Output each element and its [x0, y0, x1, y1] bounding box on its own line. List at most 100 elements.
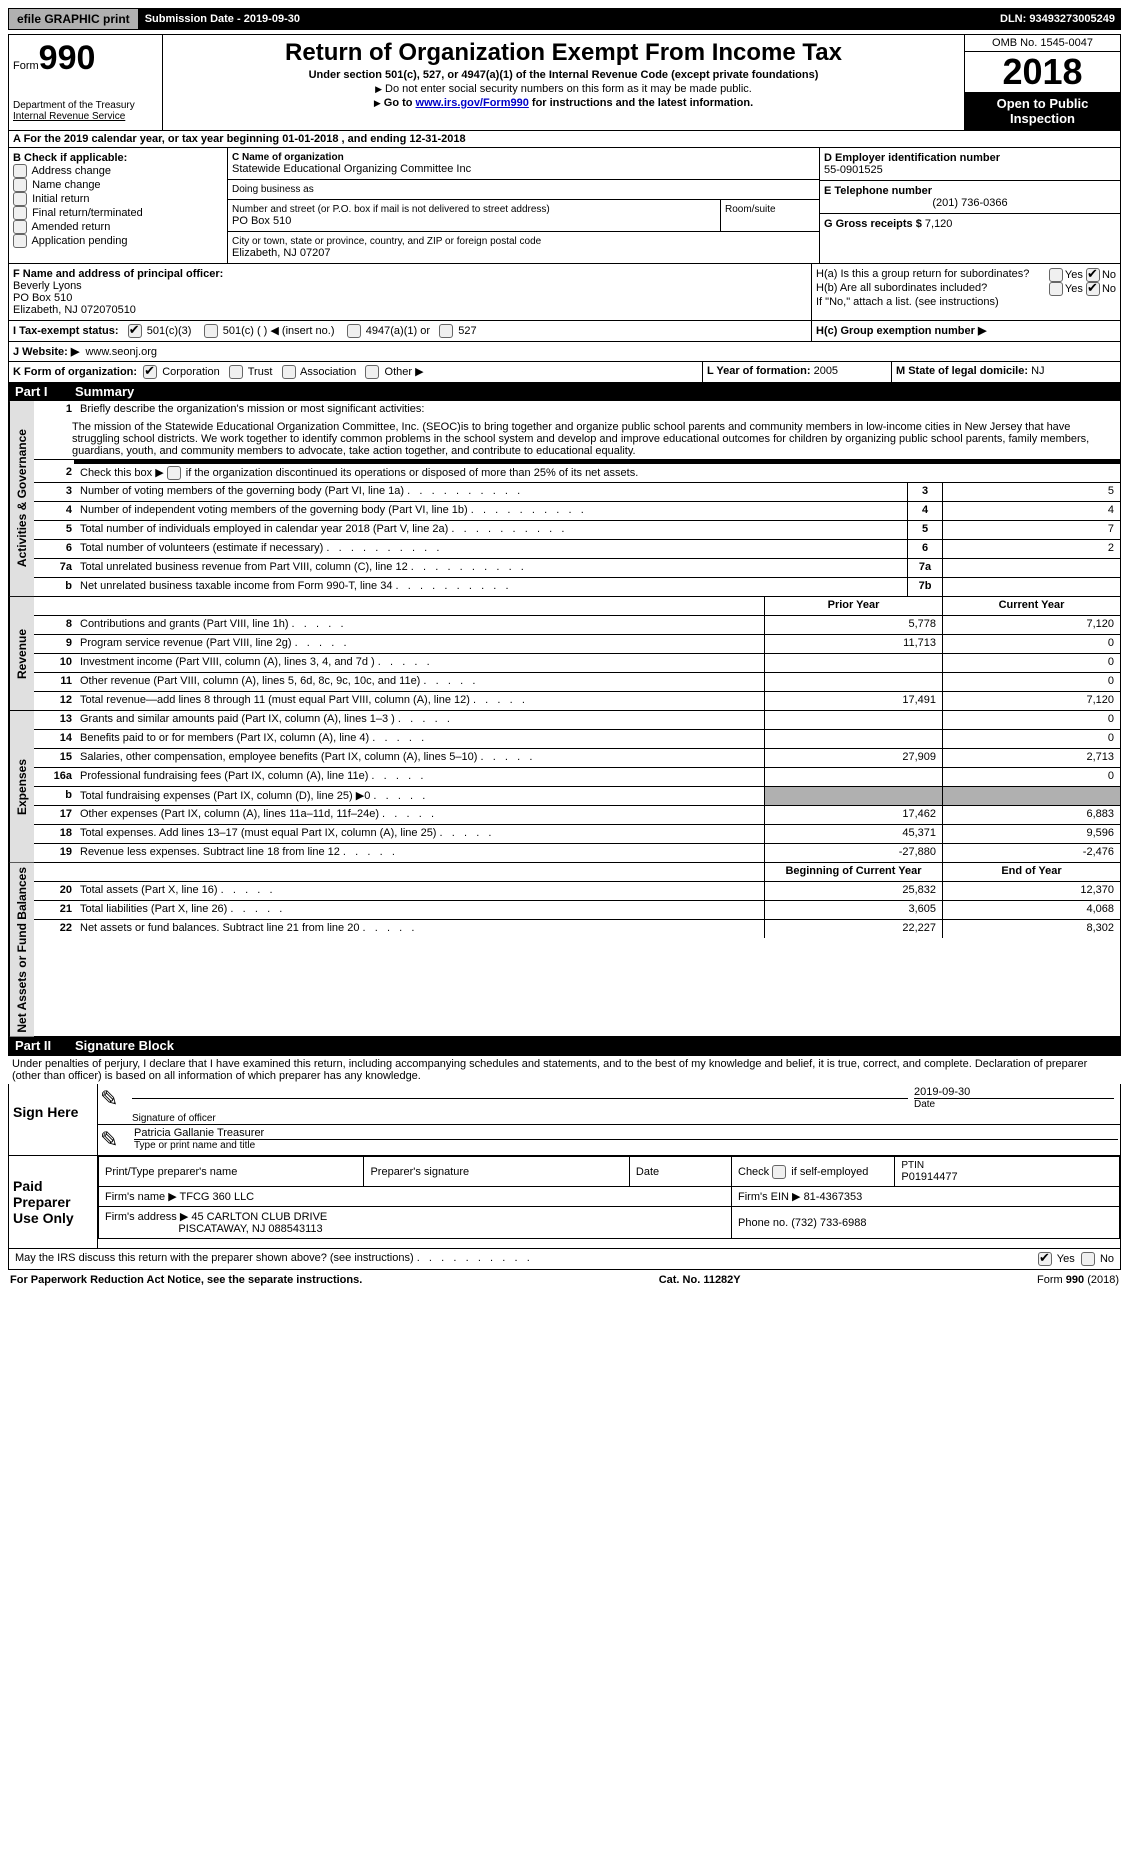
street-val: PO Box 510: [232, 215, 716, 227]
row-box: 3: [907, 483, 942, 501]
cb-self-employed[interactable]: [772, 1165, 786, 1179]
row-j: J Website: ▶ www.seonj.org: [9, 342, 1120, 362]
cb-trust[interactable]: [229, 365, 243, 379]
top-bar: efile GRAPHIC print Submission Date - 20…: [8, 8, 1121, 30]
opt-hint: ◀ (insert no.): [270, 325, 334, 337]
opt-501c3: 501(c)(3): [147, 325, 192, 337]
form-subtitle: Under section 501(c), 527, or 4947(a)(1)…: [171, 69, 956, 81]
k-label: K Form of organization:: [13, 366, 137, 378]
checkbox-amended[interactable]: [13, 220, 27, 234]
perjury-text: Under penalties of perjury, I declare th…: [8, 1056, 1121, 1084]
row-text: Grants and similar amounts paid (Part IX…: [76, 711, 764, 729]
omb-number: OMB No. 1545-0047: [965, 35, 1120, 52]
side-net: Net Assets or Fund Balances: [9, 863, 34, 1037]
self-emp-text: Check: [738, 1166, 772, 1178]
row-i: I Tax-exempt status: 501(c)(3) 501(c) ( …: [9, 321, 1120, 342]
phone-val: (201) 736-0366: [824, 197, 1116, 209]
checkbox-initial-return[interactable]: [13, 192, 27, 206]
col-end: End of Year: [942, 863, 1120, 881]
header-right: OMB No. 1545-0047 2018 Open to Public In…: [964, 35, 1120, 130]
row-text: Total unrelated business revenue from Pa…: [76, 559, 907, 577]
row-prior: 45,371: [764, 825, 942, 843]
section-revenue: Revenue Prior Year Current Year 8 Contri…: [9, 597, 1120, 711]
checkbox-name-change[interactable]: [13, 178, 27, 192]
phone-label: E Telephone number: [824, 185, 1116, 197]
row-num: b: [34, 787, 76, 805]
footer: For Paperwork Reduction Act Notice, see …: [8, 1270, 1121, 1286]
l-val: 2005: [814, 365, 838, 377]
room-suite-label: Room/suite: [721, 200, 819, 231]
gross-val: 7,120: [925, 218, 953, 230]
cb-discontinued[interactable]: [167, 466, 181, 480]
opt-4947: 4947(a)(1) or: [366, 325, 430, 337]
row-text: Total number of volunteers (estimate if …: [76, 540, 907, 558]
efile-print-button[interactable]: efile GRAPHIC print: [8, 8, 139, 30]
open-to-public: Open to Public Inspection: [965, 92, 1120, 130]
gross-label: G Gross receipts $: [824, 218, 922, 230]
row-current: 0: [942, 711, 1120, 729]
checkbox-address-change[interactable]: [13, 164, 27, 178]
cb-label-5: Application pending: [31, 235, 127, 247]
row-num: 12: [34, 692, 76, 710]
website-val: www.seonj.org: [85, 346, 157, 358]
prep-phone-label: Phone no.: [738, 1217, 788, 1229]
row-text: Net assets or fund balances. Subtract li…: [76, 920, 764, 938]
box-f: F Name and address of principal officer:…: [9, 264, 812, 320]
cb-corp[interactable]: [143, 365, 157, 379]
form-number: 990: [39, 39, 96, 77]
cb-label-2: Initial return: [32, 193, 89, 205]
prep-sig-label: Preparer's signature: [364, 1157, 629, 1187]
instructions-link[interactable]: www.irs.gov/Form990: [416, 97, 529, 109]
row-prior: -27,880: [764, 844, 942, 862]
firm-addr2: PISCATAWAY, NJ 088543113: [178, 1223, 322, 1235]
col-prior: Prior Year: [764, 597, 942, 615]
l2-text: Check this box ▶: [80, 467, 167, 479]
row-prior: 5,778: [764, 616, 942, 634]
officer-name-title: Patricia Gallanie Treasurer: [134, 1127, 1118, 1140]
hb-yes[interactable]: [1049, 282, 1063, 296]
row-num: 4: [34, 502, 76, 520]
officer-name: Beverly Lyons: [13, 280, 807, 292]
box-h: H(a) Is this a group return for subordin…: [812, 264, 1120, 320]
row-text: Benefits paid to or for members (Part IX…: [76, 730, 764, 748]
row-current: 2,713: [942, 749, 1120, 767]
yes-1: Yes: [1065, 269, 1083, 281]
section-governance: Activities & Governance 1 Briefly descri…: [9, 401, 1120, 597]
cb-527[interactable]: [439, 324, 453, 338]
side-governance: Activities & Governance: [9, 401, 34, 596]
row-text: Revenue less expenses. Subtract line 18 …: [76, 844, 764, 862]
header-left: Form990 Department of the Treasury Inter…: [9, 35, 163, 130]
l1-text: Briefly describe the organization's miss…: [76, 401, 1120, 419]
officer-addr1: PO Box 510: [13, 292, 807, 304]
discuss-yes[interactable]: [1038, 1252, 1052, 1266]
row-num: 21: [34, 901, 76, 919]
part-2-label: Part II: [15, 1038, 75, 1053]
cb-501c3[interactable]: [128, 324, 142, 338]
info-grid: B Check if applicable: Address change Na…: [9, 148, 1120, 264]
no-1: No: [1102, 269, 1116, 281]
row-num: 18: [34, 825, 76, 843]
opt-other: Other ▶: [385, 366, 424, 378]
discuss-no[interactable]: [1081, 1252, 1095, 1266]
row-val: 5: [942, 483, 1120, 501]
prep-date-label: Date: [629, 1157, 731, 1187]
no-2: No: [1102, 283, 1116, 295]
opt-assoc: Association: [300, 366, 356, 378]
cb-assoc[interactable]: [282, 365, 296, 379]
checkbox-pending[interactable]: [13, 234, 27, 248]
hb-no[interactable]: [1086, 282, 1100, 296]
ha-yes[interactable]: [1049, 268, 1063, 282]
row-current: 4,068: [942, 901, 1120, 919]
header-center: Return of Organization Exempt From Incom…: [163, 35, 964, 130]
row-k: K Form of organization: Corporation Trus…: [9, 362, 1120, 382]
tax-year: 2018: [965, 52, 1120, 92]
cb-label-0: Address change: [31, 165, 111, 177]
cb-4947[interactable]: [347, 324, 361, 338]
form-frame: Form990 Department of the Treasury Inter…: [8, 34, 1121, 1056]
mission-text: The mission of the Statewide Educational…: [34, 419, 1120, 460]
cb-501c[interactable]: [204, 324, 218, 338]
cb-other[interactable]: [365, 365, 379, 379]
row-num: 15: [34, 749, 76, 767]
checkbox-final-return[interactable]: [13, 206, 27, 220]
row-num: 6: [34, 540, 76, 558]
